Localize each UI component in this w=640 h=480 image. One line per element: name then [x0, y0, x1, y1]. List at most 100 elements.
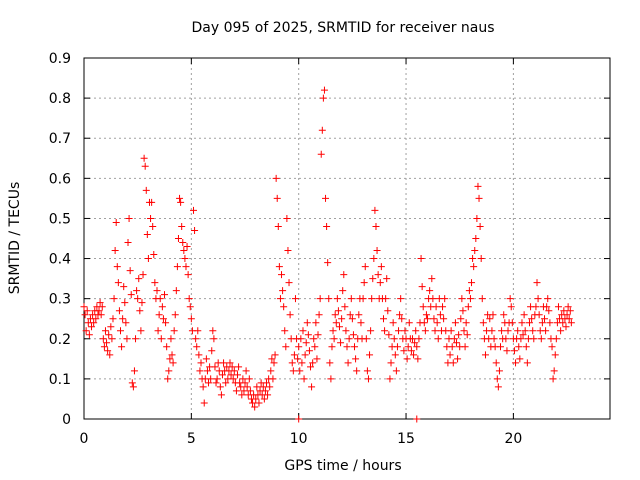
data-point — [217, 391, 225, 399]
data-point — [346, 311, 354, 319]
data-point — [159, 315, 167, 323]
data-point — [500, 311, 508, 319]
data-point — [140, 154, 148, 162]
data-point — [119, 315, 127, 323]
data-point-zero — [295, 415, 303, 423]
data-point — [546, 319, 554, 327]
data-point — [281, 327, 289, 335]
data-point — [83, 307, 91, 315]
data-point — [310, 335, 318, 343]
data-point — [196, 367, 204, 375]
data-point — [396, 311, 404, 319]
data-point — [564, 303, 572, 311]
data-point — [340, 271, 348, 279]
data-point — [106, 351, 114, 359]
data-point — [153, 287, 161, 295]
data-point — [245, 375, 253, 383]
data-point — [332, 319, 340, 327]
data-point — [373, 247, 381, 255]
data-point — [286, 311, 294, 319]
data-point — [272, 174, 280, 182]
data-point — [259, 383, 267, 391]
data-point — [390, 335, 398, 343]
data-point — [238, 391, 246, 399]
data-point — [430, 315, 438, 323]
data-point — [252, 395, 260, 403]
data-point — [351, 343, 359, 351]
data-point — [90, 319, 98, 327]
data-point — [516, 355, 524, 363]
data-point — [335, 323, 343, 331]
data-point — [288, 359, 296, 367]
data-point — [307, 363, 315, 371]
data-point — [419, 303, 427, 311]
y-tick-label: 0.8 — [49, 91, 71, 107]
data-point — [271, 351, 279, 359]
y-tick-label: 0.4 — [49, 252, 71, 268]
data-point — [171, 311, 179, 319]
data-point — [116, 327, 124, 335]
data-point — [308, 383, 316, 391]
data-point — [115, 307, 123, 315]
data-point — [283, 214, 291, 222]
data-point — [493, 375, 501, 383]
data-point — [504, 327, 512, 335]
data-point — [142, 186, 150, 194]
data-point — [100, 343, 108, 351]
data-point — [211, 363, 219, 371]
data-point — [446, 351, 454, 359]
data-point — [418, 283, 426, 291]
x-axis-label: GPS time / hours — [284, 458, 401, 474]
data-point — [518, 319, 526, 327]
data-point — [411, 339, 419, 347]
data-point — [121, 299, 129, 307]
data-point — [469, 255, 477, 263]
data-point — [441, 295, 449, 303]
data-point — [343, 343, 351, 351]
data-point — [291, 295, 299, 303]
data-point — [294, 355, 302, 363]
data-point — [473, 214, 481, 222]
data-point — [554, 303, 562, 311]
data-point — [166, 355, 174, 363]
data-point — [273, 194, 281, 202]
data-point — [110, 295, 118, 303]
data-point — [550, 367, 558, 375]
data-point — [147, 214, 155, 222]
y-tick-label: 0.5 — [49, 211, 71, 227]
data-point — [284, 247, 292, 255]
data-point — [298, 359, 306, 367]
data-point — [109, 315, 117, 323]
data-point — [449, 359, 457, 367]
data-point — [156, 295, 164, 303]
data-point — [129, 383, 137, 391]
data-point — [472, 235, 480, 242]
data-point — [122, 319, 130, 327]
data-point — [184, 271, 192, 279]
y-tick-label: 0.2 — [49, 332, 71, 348]
data-point — [325, 295, 333, 303]
data-point — [164, 375, 172, 383]
data-point — [542, 327, 550, 335]
data-point — [299, 327, 307, 335]
data-point — [268, 355, 276, 363]
data-point — [545, 307, 553, 315]
data-point — [357, 319, 365, 327]
data-point — [177, 198, 185, 206]
data-point — [314, 331, 322, 339]
data-point — [235, 363, 243, 371]
data-point — [285, 279, 293, 287]
data-point — [113, 263, 121, 271]
data-point — [367, 327, 375, 335]
data-point — [369, 275, 377, 283]
data-point — [320, 86, 328, 94]
data-point — [227, 371, 235, 379]
data-point — [105, 331, 113, 339]
data-point — [374, 271, 382, 279]
data-point — [228, 363, 236, 371]
data-point — [486, 315, 494, 323]
data-point — [389, 319, 397, 327]
data-point — [323, 222, 331, 230]
data-point — [541, 315, 549, 323]
data-point — [172, 287, 180, 295]
